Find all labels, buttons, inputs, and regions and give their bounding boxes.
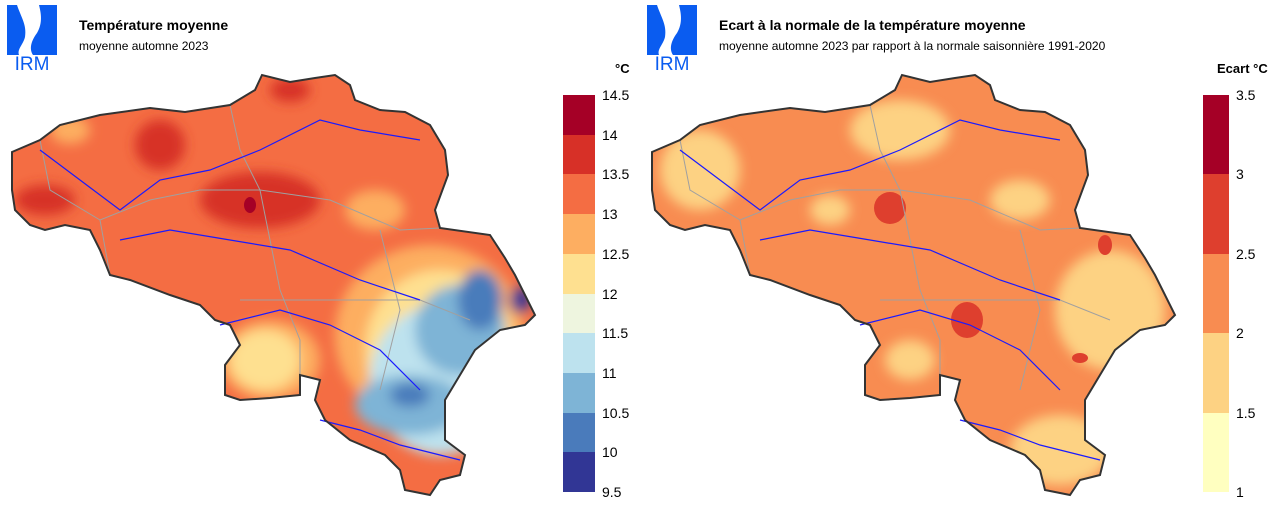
map-title: Ecart à la normale de la température moy… — [719, 17, 1026, 33]
legend-band — [1203, 333, 1229, 414]
legend-tick-label: 14 — [602, 126, 618, 143]
belgium-anomaly-map — [651, 74, 1176, 496]
legend-tick-label: 9.5 — [602, 484, 622, 500]
province-borders — [679, 104, 1111, 391]
map-title: Température moyenne — [79, 17, 229, 33]
legend-band — [563, 174, 595, 215]
svg-text:IRM: IRM — [655, 54, 690, 71]
legend-tick-label: 13 — [602, 206, 618, 223]
map-subtitle: moyenne automne 2023 par rapport à la no… — [719, 39, 1106, 53]
color-legend: 3.5 3 2.5 2 1.5 1 — [1203, 87, 1255, 500]
legend-tick-label: 2.5 — [1236, 245, 1256, 262]
map-subtitle: moyenne automne 2023 — [79, 39, 209, 53]
legend-band — [1203, 174, 1229, 255]
legend-tick-label: 1 — [1236, 484, 1244, 500]
belgium-temperature-map — [11, 74, 536, 496]
legend-band — [563, 412, 595, 453]
legend-tick-label: 10 — [602, 444, 618, 461]
legend-tick-label: 11.5 — [602, 325, 629, 342]
legend-band — [563, 253, 595, 294]
legend-band — [563, 293, 595, 334]
rivers — [39, 119, 461, 461]
legend-tick-label: 14.5 — [602, 87, 630, 103]
legend-tick-label: 12 — [602, 285, 618, 302]
legend-band — [563, 372, 595, 414]
temperature-panel: IRM Température moyenne moyenne automne … — [7, 5, 630, 500]
anomaly-panel: IRM Ecart à la normale de la température… — [640, 0, 1280, 507]
legend-tick-label: 11 — [602, 364, 617, 381]
irm-logo: IRM — [647, 5, 697, 71]
legend-tick-label: 1.5 — [1236, 404, 1256, 421]
legend-tick-label: 3.5 — [1236, 87, 1256, 103]
color-legend: 14.5 14 13.5 13 12.5 12 11.5 11 10.5 10 9.5 — [563, 87, 629, 500]
legend-tick-label: 2 — [1236, 325, 1244, 342]
legend-tick-label: 10.5 — [602, 404, 630, 421]
legend-band — [1203, 95, 1229, 175]
legend-band — [563, 214, 595, 255]
legend-band — [563, 134, 595, 175]
legend-tick-label: 3 — [1236, 166, 1244, 183]
province-borders — [39, 104, 471, 391]
irm-logo: IRM — [7, 5, 57, 71]
legend-tick-label: 13.5 — [602, 166, 630, 183]
legend-unit: Ecart °C — [1217, 61, 1268, 76]
legend-band — [1203, 253, 1229, 334]
legend-unit: °C — [615, 61, 630, 76]
svg-text:IRM: IRM — [15, 54, 50, 71]
legend-band — [563, 333, 595, 374]
rivers — [679, 119, 1101, 461]
legend-band — [563, 452, 595, 493]
legend-band — [1203, 412, 1229, 493]
legend-tick-label: 12.5 — [602, 245, 630, 262]
legend-band — [563, 95, 595, 136]
